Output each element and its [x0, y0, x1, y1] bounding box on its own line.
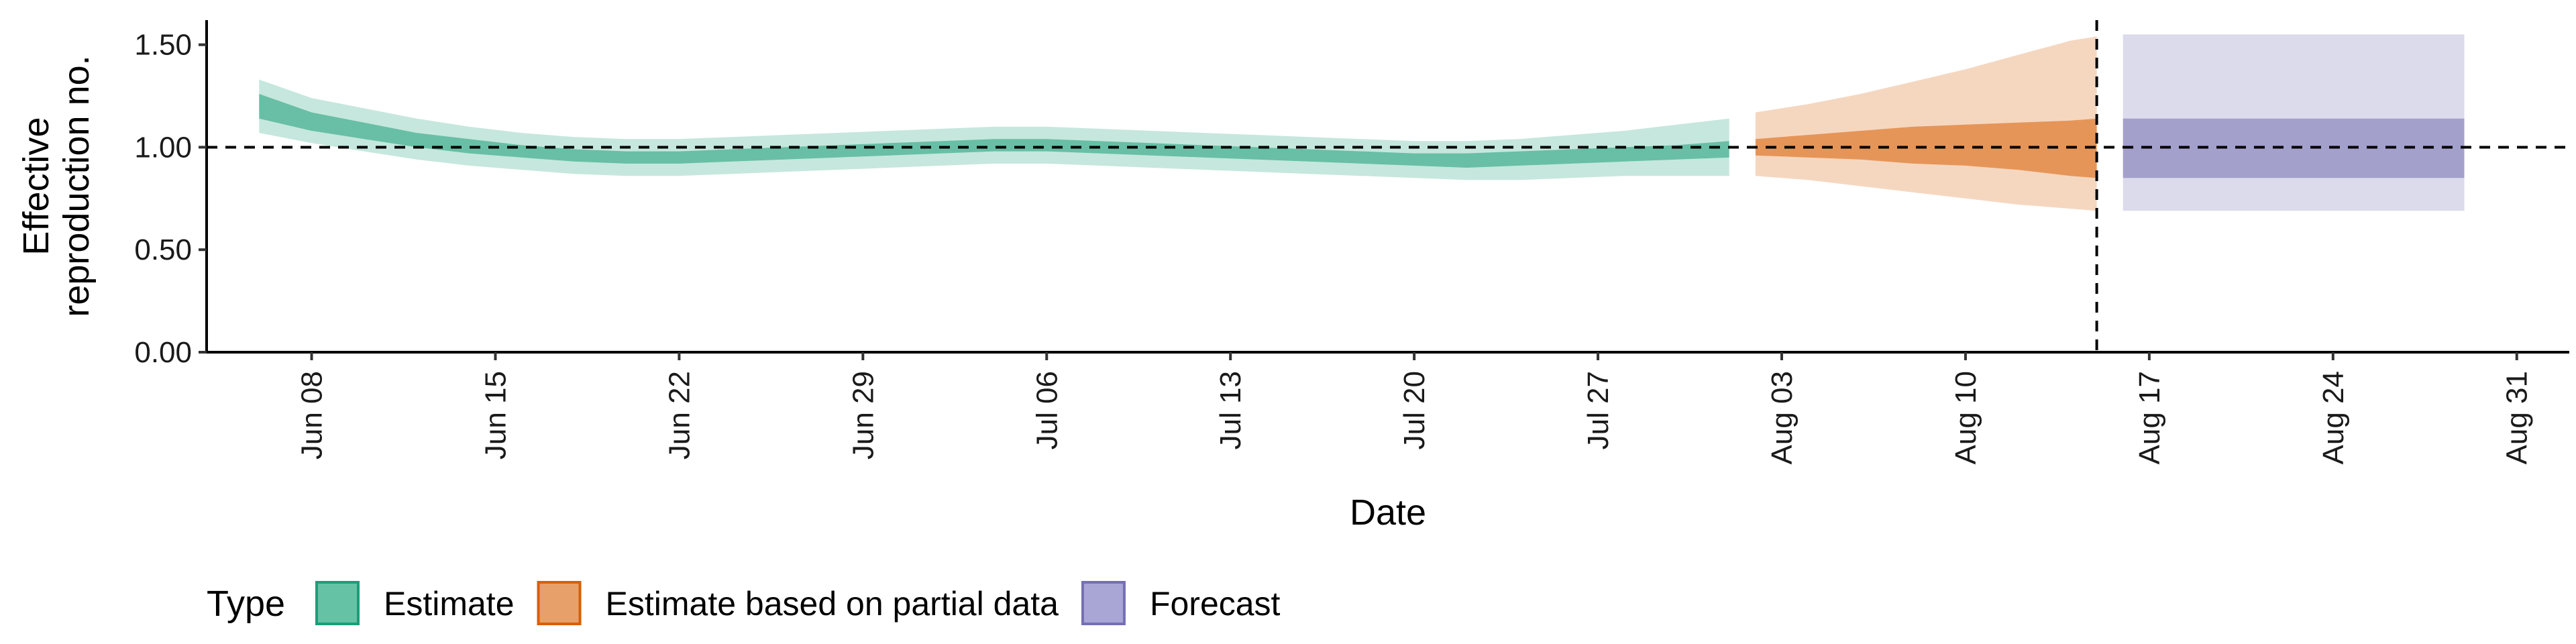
x-tick-label: Jun 22 [663, 371, 696, 460]
x-tick-label: Aug 03 [1766, 371, 1799, 464]
axes-layer: 0.00 0.50 1.00 1.50 Jun 08 Jun 15 Jun 22 Jun 29… [134, 20, 2569, 464]
legend: Type Estimate Estimate based on partial da… [207, 581, 1281, 625]
x-tick-label: Jun 08 [296, 371, 329, 460]
legend-swatch [537, 581, 582, 625]
legend-swatch [315, 581, 360, 625]
y-axis-title-line: Effective [16, 117, 56, 255]
ribbon-layer [259, 34, 2465, 211]
y-tick-label: 0.00 [134, 336, 192, 369]
legend-label: Forecast [1150, 585, 1281, 623]
y-axis-title-line: reproduction no. [56, 55, 97, 317]
x-tick-label: Jun 29 [847, 371, 879, 460]
x-tick-label: Aug 10 [1949, 371, 1982, 464]
x-tick-label: Jul 20 [1398, 371, 1431, 449]
x-tick-label: Jun 15 [480, 371, 513, 460]
x-tick-label: Aug 17 [2133, 371, 2166, 464]
y-tick-label: 0.50 [134, 233, 192, 266]
legend-label: Estimate based on partial data [606, 585, 1059, 623]
x-tick-label: Jul 06 [1030, 371, 1063, 449]
x-tick-label: Aug 24 [2317, 371, 2350, 464]
x-tick-label: Jul 27 [1582, 371, 1615, 449]
legend-label: Estimate [384, 585, 515, 623]
ribbon-50-0 [259, 94, 1729, 168]
y-tick-label: 1.00 [134, 131, 192, 164]
legend-swatch [1081, 581, 1126, 625]
legend-title: Type [207, 584, 285, 624]
y-tick-label: 1.50 [134, 29, 192, 62]
y-axis-title: Effective reproduction no. [16, 55, 97, 317]
x-axis-title: Date [1350, 492, 1426, 533]
x-tick-label: Aug 31 [2501, 371, 2534, 464]
x-tick-label: Jul 13 [1214, 371, 1247, 449]
